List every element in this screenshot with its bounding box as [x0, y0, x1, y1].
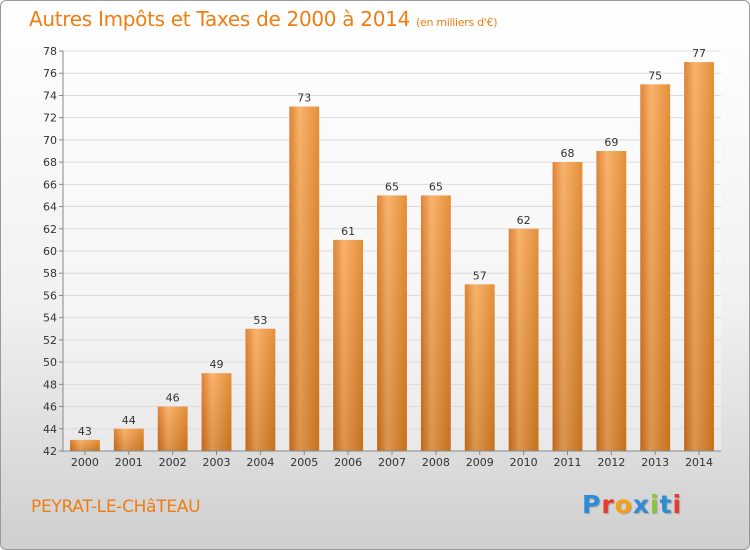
y-tick-label: 54 — [43, 312, 57, 325]
y-tick-label: 74 — [43, 89, 57, 102]
data-label: 73 — [297, 92, 311, 105]
y-tick-label: 48 — [43, 378, 57, 391]
bar-shade — [684, 62, 714, 451]
data-label: 46 — [166, 392, 180, 405]
bar-shade — [377, 195, 407, 451]
bar-shade — [333, 239, 364, 451]
x-tick-label: 2001 — [115, 456, 143, 469]
location-name: PEYRAT-LE-CHâTEAU — [31, 497, 201, 517]
y-tick-label: 56 — [43, 289, 57, 302]
axes: 42 44 46 48 50 52 54 56 58 60 62 64 66 68 70 72 74 76 78 20… — [43, 45, 721, 469]
x-tick-label: 2008 — [422, 456, 450, 469]
y-tick-label: 46 — [43, 401, 57, 414]
y-tick-label: 64 — [43, 201, 57, 214]
data-label: 65 — [385, 180, 399, 193]
data-label: 61 — [341, 225, 355, 238]
y-tick-label: 58 — [43, 267, 57, 280]
y-tick-label: 50 — [43, 356, 57, 369]
y-tick-label: 76 — [43, 67, 57, 80]
data-label: 77 — [692, 47, 706, 60]
y-tick-label: 70 — [43, 134, 57, 147]
x-tick-label: 2012 — [597, 456, 625, 469]
y-tick-label: 72 — [43, 112, 57, 125]
bar-shade — [157, 406, 188, 451]
data-label: 68 — [560, 147, 574, 160]
bar-shade — [113, 428, 144, 451]
bar-shade — [70, 439, 100, 451]
data-label: 62 — [517, 214, 531, 227]
data-label: 75 — [648, 69, 662, 82]
bar-shade — [640, 84, 671, 451]
logo-letter: i — [650, 490, 660, 519]
x-tick-label: 2002 — [159, 456, 187, 469]
bar-shade — [420, 195, 451, 451]
x-tick-label: 2013 — [641, 456, 669, 469]
x-tick-label: 2006 — [334, 456, 362, 469]
bar-shade — [596, 151, 627, 451]
logo-letter: i — [672, 490, 683, 519]
x-tick-label: 2010 — [510, 456, 538, 469]
x-tick-label: 2007 — [378, 456, 406, 469]
x-tick-label: 2005 — [290, 456, 318, 469]
bar-shade — [201, 373, 232, 451]
x-tick-label: 2014 — [685, 456, 713, 469]
bar-shade — [289, 106, 320, 452]
y-tick-label: 78 — [43, 45, 57, 58]
x-tick-label: 2009 — [466, 456, 494, 469]
data-label: 57 — [473, 269, 487, 282]
data-labels: 43 44 46 49 53 73 61 65 65 57 62 68 69 75 77 — [78, 47, 706, 438]
bar-shade — [508, 228, 539, 451]
data-label: 53 — [253, 314, 267, 327]
y-tick-label: 44 — [43, 423, 57, 436]
x-tick-label: 2011 — [553, 456, 581, 469]
y-tick-label: 52 — [43, 334, 57, 347]
data-label: 69 — [604, 136, 618, 149]
logo-letter: x — [632, 490, 650, 519]
chart-unit: (en milliers d'€) — [416, 16, 498, 29]
logo-letter: o — [614, 490, 633, 519]
y-tick-label: 68 — [43, 156, 57, 169]
logo-letter: P — [582, 490, 602, 519]
logo-letter: t — [659, 490, 673, 519]
proxiti-logo: Proxiti — [582, 490, 682, 519]
x-tick-label: 2000 — [71, 456, 99, 469]
chart-title-text: Autres Impôts et Taxes de 2000 à 2014 — [29, 7, 410, 31]
data-label: 65 — [429, 180, 443, 193]
data-label: 44 — [122, 414, 136, 427]
x-tick-label: 2004 — [246, 456, 274, 469]
bar-shade — [464, 284, 495, 451]
bars — [70, 62, 714, 452]
chart-title: Autres Impôts et Taxes de 2000 à 2014 (en… — [29, 7, 497, 31]
y-tick-label: 66 — [43, 178, 57, 191]
y-tick-label: 62 — [43, 223, 57, 236]
bar-shade — [245, 328, 276, 451]
x-tick-label: 2003 — [203, 456, 231, 469]
data-label: 49 — [210, 358, 224, 371]
data-label: 43 — [78, 425, 92, 438]
y-tick-label: 60 — [43, 245, 57, 258]
y-tick-label: 42 — [43, 445, 57, 458]
logo-letter: r — [601, 490, 615, 519]
bar-shade — [552, 162, 583, 451]
